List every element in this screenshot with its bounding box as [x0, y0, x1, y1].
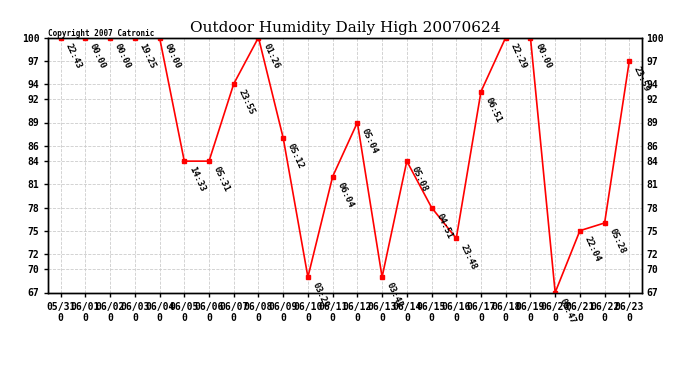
Text: 19:25: 19:25: [137, 42, 157, 70]
Text: 14:33: 14:33: [187, 165, 206, 194]
Text: 05:47: 05:47: [558, 297, 578, 325]
Text: 03:42: 03:42: [385, 281, 404, 309]
Text: 05:31: 05:31: [212, 165, 231, 194]
Text: 00:00: 00:00: [533, 42, 553, 70]
Text: 22:29: 22:29: [509, 42, 528, 70]
Text: 01:26: 01:26: [262, 42, 281, 70]
Text: 23:48: 23:48: [459, 243, 479, 271]
Text: 22:04: 22:04: [582, 235, 602, 263]
Text: 00:00: 00:00: [88, 42, 108, 70]
Text: 05:12: 05:12: [286, 142, 306, 170]
Text: 06:51: 06:51: [484, 96, 503, 124]
Text: 06:04: 06:04: [335, 181, 355, 209]
Text: 22:43: 22:43: [63, 42, 83, 70]
Title: Outdoor Humidity Daily High 20070624: Outdoor Humidity Daily High 20070624: [190, 21, 500, 35]
Text: 00:00: 00:00: [162, 42, 182, 70]
Text: 23:55: 23:55: [237, 88, 256, 116]
Text: Copyright 2007 Catronic: Copyright 2007 Catronic: [48, 28, 155, 38]
Text: 23:59: 23:59: [632, 65, 651, 93]
Text: 03:29: 03:29: [310, 281, 331, 309]
Text: 05:28: 05:28: [607, 227, 627, 255]
Text: 04:51: 04:51: [434, 211, 454, 240]
Text: 00:00: 00:00: [113, 42, 132, 70]
Text: 05:08: 05:08: [410, 165, 429, 194]
Text: 05:04: 05:04: [360, 127, 380, 155]
